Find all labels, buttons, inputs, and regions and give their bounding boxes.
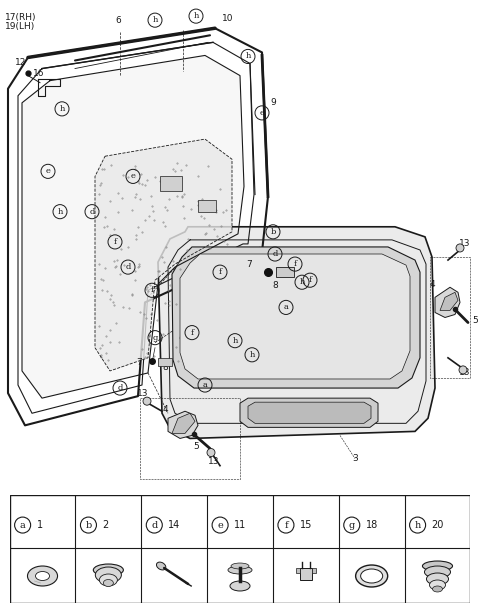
- Bar: [158, 358, 172, 366]
- Ellipse shape: [360, 569, 383, 583]
- Polygon shape: [95, 139, 232, 371]
- Text: 9: 9: [270, 98, 276, 107]
- Text: d: d: [151, 521, 157, 530]
- Text: 14: 14: [168, 520, 180, 530]
- Text: h: h: [60, 105, 65, 113]
- Text: 6: 6: [115, 16, 121, 25]
- Text: b: b: [85, 521, 92, 530]
- Text: 13: 13: [459, 239, 471, 248]
- Text: 17(RH): 17(RH): [5, 13, 36, 22]
- Text: 20: 20: [432, 520, 444, 530]
- Text: 18: 18: [366, 520, 378, 530]
- Polygon shape: [296, 568, 300, 573]
- Polygon shape: [435, 287, 460, 318]
- Polygon shape: [180, 254, 410, 379]
- Polygon shape: [240, 398, 378, 427]
- Text: b: b: [270, 228, 276, 236]
- Ellipse shape: [230, 581, 250, 591]
- Text: 1: 1: [36, 520, 43, 530]
- Text: h: h: [152, 16, 158, 24]
- Text: 4: 4: [162, 405, 168, 414]
- Ellipse shape: [430, 580, 445, 590]
- Text: f: f: [218, 268, 222, 276]
- Text: g: g: [348, 521, 355, 530]
- Text: h: h: [249, 351, 255, 359]
- Text: h: h: [232, 337, 238, 345]
- Ellipse shape: [356, 565, 388, 587]
- Text: 8: 8: [162, 364, 168, 373]
- Text: a: a: [284, 304, 288, 311]
- Text: 13: 13: [137, 388, 149, 398]
- Text: h: h: [300, 278, 305, 286]
- Text: f: f: [284, 521, 288, 530]
- Text: e: e: [217, 521, 223, 530]
- Text: f: f: [150, 286, 154, 295]
- Ellipse shape: [231, 563, 249, 569]
- Text: h: h: [245, 53, 251, 61]
- Ellipse shape: [27, 566, 58, 586]
- Text: g: g: [152, 334, 158, 342]
- Polygon shape: [168, 411, 198, 439]
- Polygon shape: [22, 55, 244, 398]
- Text: 7: 7: [136, 358, 142, 367]
- Ellipse shape: [422, 561, 453, 571]
- Text: 15: 15: [300, 520, 312, 530]
- Text: a: a: [20, 521, 25, 530]
- Text: f: f: [293, 260, 297, 268]
- Ellipse shape: [93, 564, 123, 576]
- Ellipse shape: [99, 574, 117, 586]
- Text: 7: 7: [246, 259, 252, 268]
- Text: d: d: [117, 384, 123, 392]
- Text: a: a: [203, 381, 207, 389]
- Text: f: f: [113, 238, 117, 246]
- Text: d: d: [125, 263, 131, 271]
- Text: 5: 5: [472, 316, 478, 325]
- Ellipse shape: [424, 566, 451, 578]
- Polygon shape: [440, 292, 458, 310]
- Polygon shape: [158, 227, 435, 439]
- Circle shape: [459, 366, 467, 374]
- Text: 10: 10: [222, 14, 234, 22]
- Ellipse shape: [426, 573, 448, 585]
- Text: f: f: [309, 276, 312, 284]
- Text: 13: 13: [459, 368, 471, 378]
- Bar: [198, 199, 216, 211]
- Polygon shape: [300, 568, 312, 580]
- Text: 3: 3: [352, 454, 358, 463]
- Text: 19(LH): 19(LH): [5, 22, 35, 31]
- Text: 11: 11: [234, 520, 246, 530]
- Text: 13: 13: [208, 457, 219, 466]
- Ellipse shape: [96, 567, 121, 583]
- Ellipse shape: [156, 562, 166, 570]
- Ellipse shape: [103, 579, 113, 587]
- Polygon shape: [248, 402, 371, 424]
- Text: 4: 4: [430, 280, 436, 288]
- Text: 8: 8: [272, 281, 278, 290]
- Bar: [160, 176, 182, 190]
- Text: e: e: [260, 109, 264, 117]
- Text: e: e: [46, 167, 50, 175]
- Text: h: h: [57, 208, 63, 216]
- Text: 5: 5: [193, 442, 199, 451]
- Text: d: d: [272, 250, 278, 258]
- Bar: [276, 267, 294, 277]
- Text: e: e: [131, 172, 135, 181]
- Text: 16: 16: [33, 69, 45, 78]
- Ellipse shape: [432, 586, 443, 592]
- Circle shape: [207, 448, 215, 456]
- Circle shape: [143, 397, 151, 405]
- Polygon shape: [312, 568, 316, 573]
- Text: h: h: [193, 12, 199, 20]
- Text: f: f: [191, 328, 193, 336]
- Polygon shape: [172, 413, 195, 433]
- Ellipse shape: [228, 566, 252, 574]
- Text: h: h: [414, 521, 420, 530]
- Polygon shape: [172, 247, 420, 388]
- Circle shape: [456, 244, 464, 252]
- Text: d: d: [89, 208, 95, 216]
- Ellipse shape: [36, 571, 49, 581]
- Text: 2: 2: [102, 520, 109, 530]
- Text: 12: 12: [15, 58, 26, 67]
